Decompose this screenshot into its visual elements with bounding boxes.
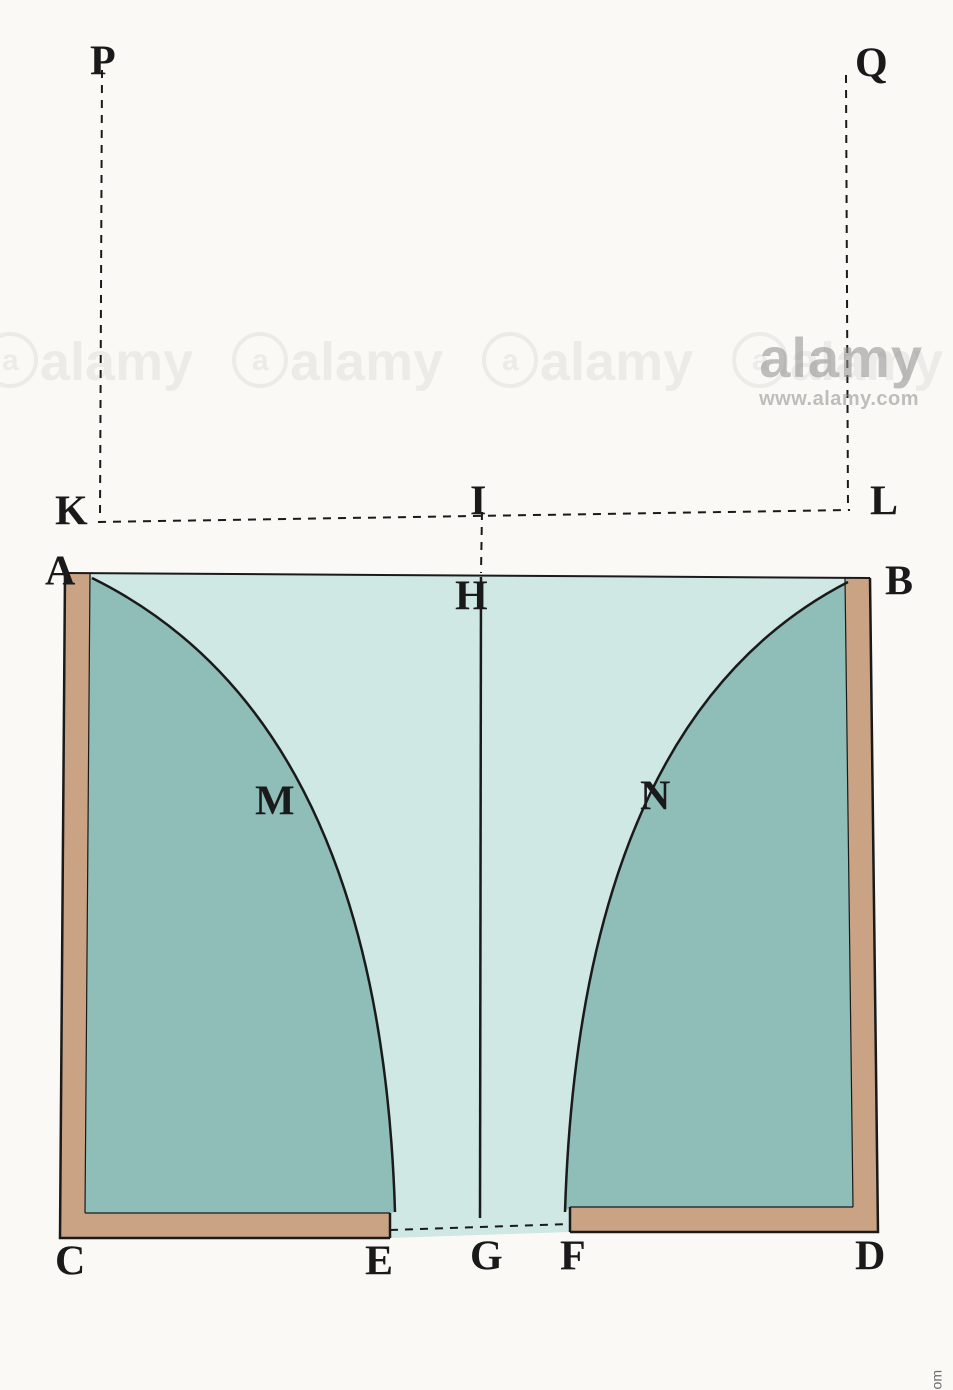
point-label-Q: Q: [855, 41, 888, 87]
svg-text:a: a: [2, 344, 19, 377]
point-label-L: L: [870, 479, 898, 525]
point-label-N: N: [640, 774, 670, 820]
svg-text:alamy: alamy: [540, 332, 693, 392]
point-label-C: C: [55, 1239, 85, 1285]
diagram-canvas: alamyaalamyaalamyaalamya PQKILAHBMNCEGFD: [0, 0, 953, 1390]
point-label-M: M: [255, 779, 295, 825]
point-label-I: I: [470, 479, 486, 525]
line-HG: [480, 577, 481, 1218]
svg-text:alamy: alamy: [290, 332, 443, 392]
point-label-E: E: [365, 1239, 393, 1285]
svg-text:a: a: [752, 344, 769, 377]
svg-text:alamy: alamy: [790, 332, 943, 392]
svg-text:a: a: [252, 344, 269, 377]
point-label-H: H: [455, 574, 488, 620]
svg-text:a: a: [502, 344, 519, 377]
svg-text:alamy: alamy: [40, 332, 193, 392]
point-label-G: G: [470, 1234, 503, 1280]
credit-line: Image ID: T964NB www.alamy.com: [929, 1370, 945, 1390]
point-label-P: P: [90, 39, 116, 85]
point-label-A: A: [45, 549, 76, 595]
point-label-B: B: [885, 559, 913, 605]
point-label-K: K: [55, 489, 88, 535]
point-label-F: F: [560, 1234, 586, 1280]
point-label-D: D: [855, 1234, 885, 1280]
